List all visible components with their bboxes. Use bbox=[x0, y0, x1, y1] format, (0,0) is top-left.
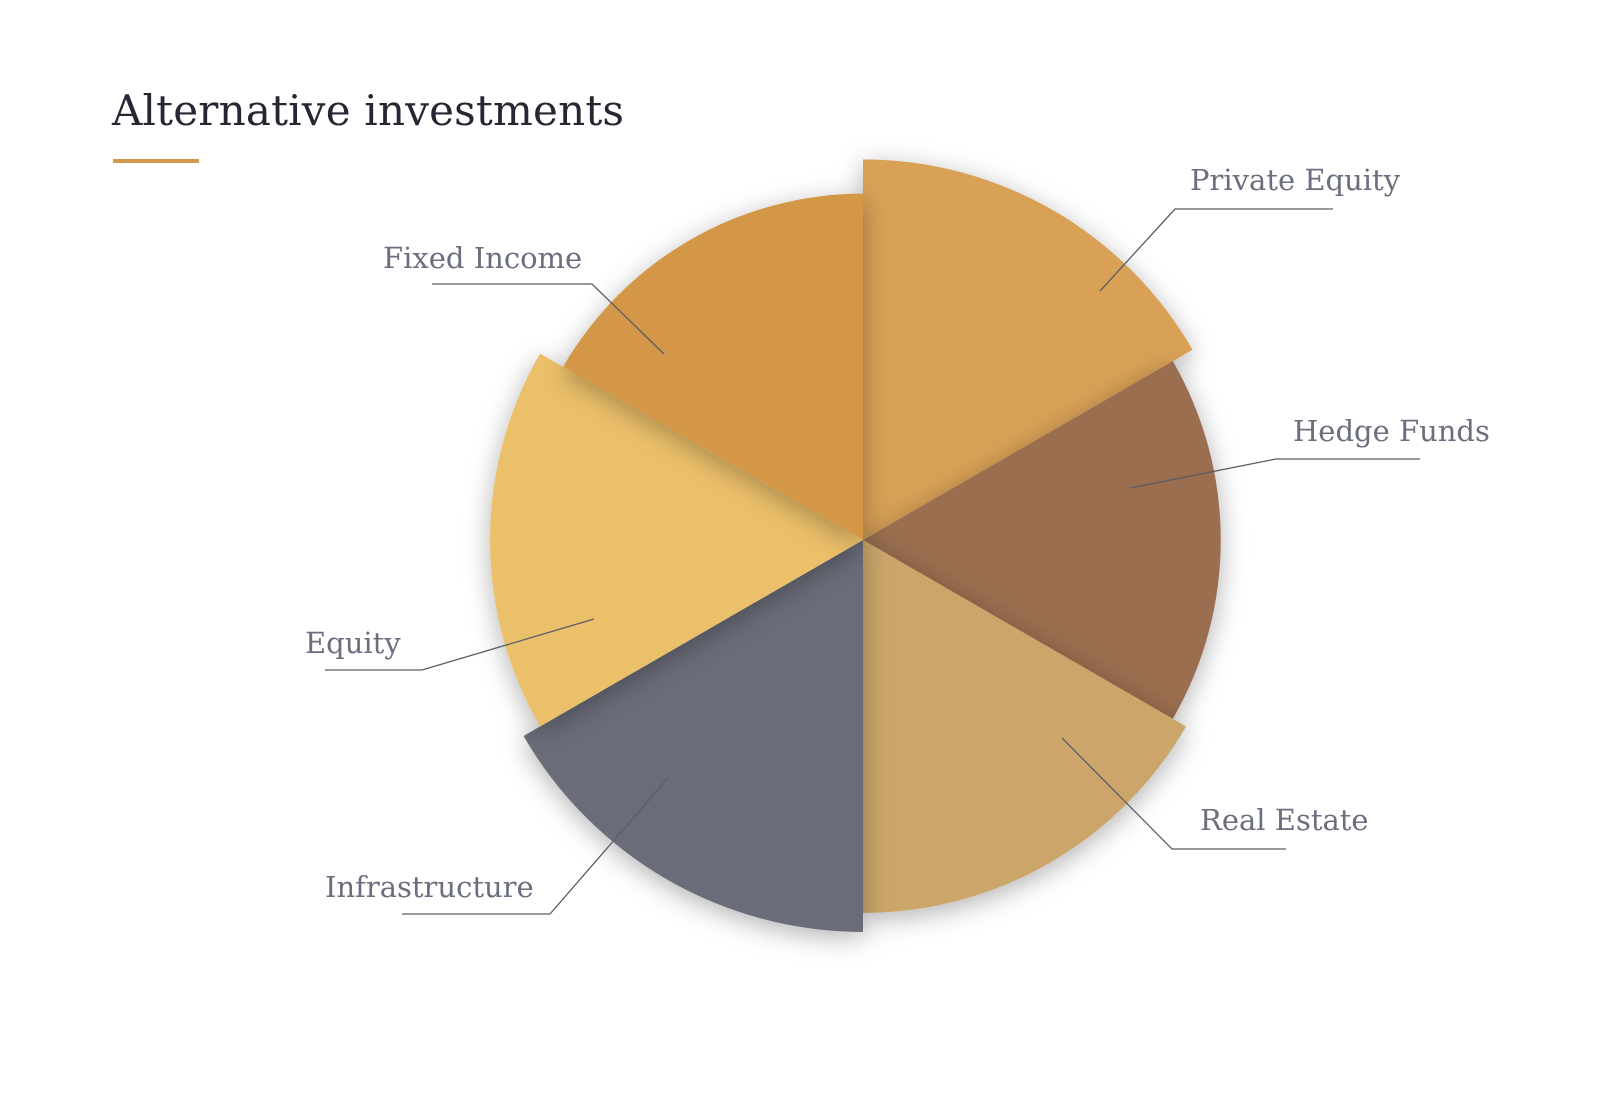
labels-group: Private Equity Hedge Funds Real Estate Infr… bbox=[305, 163, 1490, 904]
leader-line-equity bbox=[325, 618, 595, 671]
leader-lines-group bbox=[325, 208, 1420, 915]
leader-line-hedge-funds bbox=[1129, 458, 1420, 489]
slice-private-equity bbox=[863, 159, 1193, 541]
slice-hedge-funds bbox=[863, 361, 1221, 719]
slice-fixed-income bbox=[563, 193, 863, 541]
label-hedge-funds: Hedge Funds bbox=[1293, 414, 1490, 448]
label-infrastructure: Infrastructure bbox=[325, 870, 534, 904]
label-private-equity: Private Equity bbox=[1190, 163, 1401, 197]
page-title: Alternative investments bbox=[112, 86, 625, 135]
label-fixed-income: Fixed Income bbox=[383, 241, 582, 275]
leader-line-private-equity bbox=[1099, 208, 1333, 292]
slice-infrastructure bbox=[523, 540, 863, 932]
slice-equity bbox=[490, 353, 863, 727]
title-accent-rule bbox=[113, 159, 199, 163]
slices-group bbox=[490, 159, 1221, 932]
label-equity: Equity bbox=[305, 626, 401, 660]
leader-line-real-estate bbox=[1061, 737, 1286, 850]
label-real-estate: Real Estate bbox=[1200, 803, 1369, 837]
leader-line-infrastructure bbox=[402, 777, 669, 915]
slice-real-estate bbox=[863, 540, 1186, 913]
leader-line-fixed-income bbox=[432, 283, 665, 355]
